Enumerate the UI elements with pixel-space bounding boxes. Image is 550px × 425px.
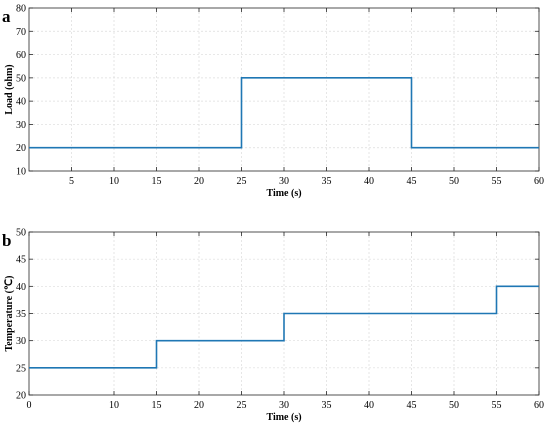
y-tick-label: 35 (16, 309, 26, 320)
y-tick-label: 25 (16, 363, 26, 374)
y-tick-label: 10 (16, 167, 26, 178)
x-tick-label: 5 (69, 176, 74, 187)
x-tick-label: 25 (237, 176, 247, 187)
x-tick-label: 60 (534, 176, 544, 187)
panel-label: a (2, 7, 11, 26)
x-axis-label: Time (s) (266, 412, 301, 423)
x-axis-label: Time (s) (266, 188, 301, 199)
y-axis-label: Temperature (℃) (4, 276, 15, 352)
x-tick-label: 50 (449, 400, 459, 411)
x-tick-label: 15 (152, 176, 162, 187)
x-tick-label: 40 (364, 400, 374, 411)
x-tick-label: 30 (279, 176, 289, 187)
x-tick-label: 25 (237, 400, 247, 411)
x-tick-label: 55 (492, 176, 502, 187)
x-tick-label: 15 (152, 400, 162, 411)
y-tick-label: 80 (16, 4, 26, 15)
x-tick-label: 45 (407, 176, 417, 187)
chart-b: 0 10 15 20 25 30 35 40 45 50 55 60 20 25 30 35 40 45 50 Tim… (2, 228, 544, 424)
x-tick-label: 40 (364, 176, 374, 187)
x-tick-label: 10 (109, 400, 119, 411)
y-tick-label: 30 (16, 120, 26, 131)
panel-label: b (2, 231, 11, 250)
y-tick-label: 50 (16, 73, 26, 84)
x-tick-label: 0 (27, 400, 32, 411)
x-tick-label: 10 (109, 176, 119, 187)
x-tick-label: 60 (534, 400, 544, 411)
y-axis-label: Load (ohm) (4, 64, 15, 114)
x-tick-label: 50 (449, 176, 459, 187)
y-tick-label: 30 (16, 336, 26, 347)
series-line (29, 285, 539, 369)
x-tick-label: 20 (194, 400, 204, 411)
chart-a: 5 10 15 20 25 30 35 40 45 50 55 60 10 20 30 40 50 60 70 80 T… (2, 4, 544, 200)
series-line (29, 77, 539, 149)
y-tick-label: 45 (16, 255, 26, 266)
y-tick-label: 70 (16, 27, 26, 38)
x-tick-label: 30 (279, 400, 289, 411)
x-tick-label: 35 (322, 400, 332, 411)
y-tick-label: 20 (16, 143, 26, 154)
y-tick-label: 40 (16, 97, 26, 108)
y-tick-label: 20 (16, 391, 26, 402)
x-tick-label: 45 (407, 400, 417, 411)
x-tick-label: 20 (194, 176, 204, 187)
y-tick-label: 60 (16, 50, 26, 61)
y-tick-label: 40 (16, 282, 26, 293)
x-tick-label: 55 (492, 400, 502, 411)
x-tick-label: 35 (322, 176, 332, 187)
y-tick-label: 50 (16, 228, 26, 239)
